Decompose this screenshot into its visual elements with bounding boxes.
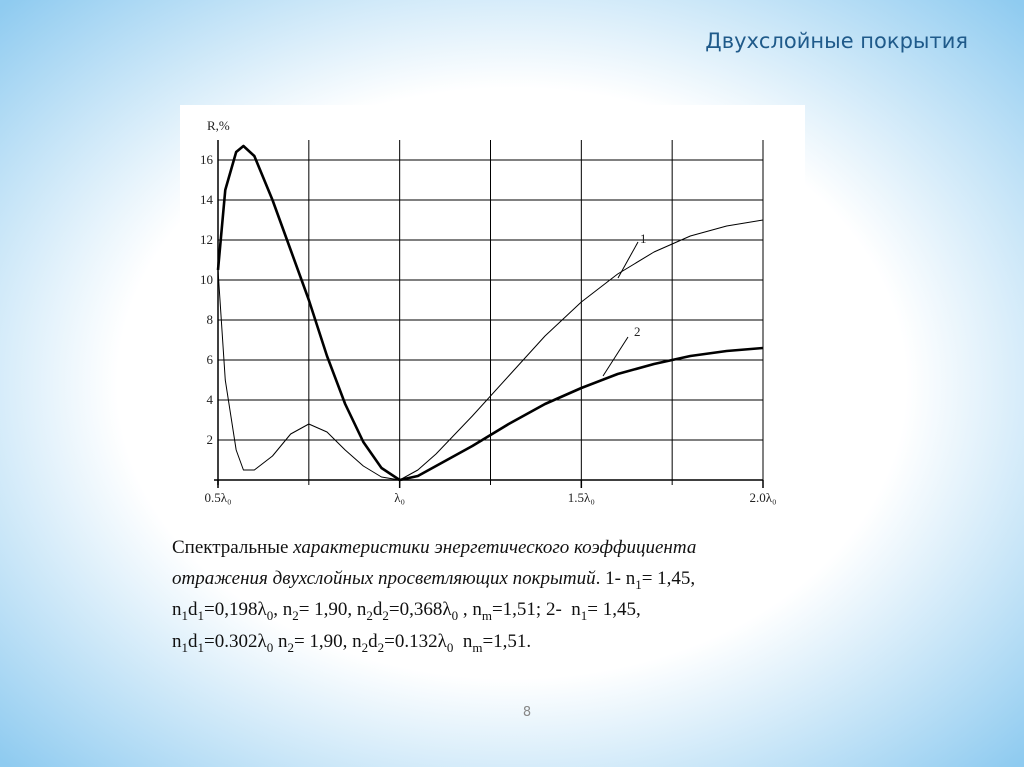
caption-run: =0,198λ [204,599,267,620]
series-line [216,144,764,482]
caption-run: = 1,45, [587,599,640,620]
caption-run: 1 [635,577,642,592]
caption-line: n1d1=0,198λ0, n2= 1,90, n2d2=0,368λ0 , n… [172,599,641,623]
caption-run: . 1- n [596,568,636,589]
caption-run: 2 [287,640,294,655]
slide-title: Двухслойные покрытия [705,29,968,53]
leader-line [617,241,639,279]
y-tick-label: 16 [200,152,214,167]
caption-run: m [482,608,492,623]
caption-run: n [172,599,182,620]
series-label: 1 [640,231,647,246]
x-tick-label: 0.5λ₀ [204,490,231,505]
caption-run: 2 [366,608,373,623]
caption-run: 2 [362,640,369,655]
caption-line: n1d1=0.302λ0 n2= 1,90, n2d2=0.132λ0 nm=1… [172,631,531,655]
y-tick-label: 8 [207,312,214,327]
caption-run: 1 [198,608,205,623]
caption-run: =1,51. [482,631,531,652]
caption-run: 0 [452,608,459,623]
caption-run: n [453,631,473,652]
caption-line: Спектральные характеристики энергетическ… [172,537,696,558]
caption-run: = 1,45, [642,568,695,589]
caption-run: =0.132λ [384,631,447,652]
leader-line [602,336,629,377]
caption-line: отражения двухслойных просветляющих покр… [172,568,695,592]
caption-run: Спектральные [172,537,293,558]
caption-run: n [273,631,288,652]
caption-run: = 1,90, n [299,599,367,620]
caption-run: , n [273,599,293,620]
caption-run: , n [458,599,482,620]
caption-run: 2 [382,608,389,623]
caption-run: =1,51; 2- n [492,599,581,620]
caption-run: 0 [267,640,274,655]
series-label: 2 [634,324,641,339]
caption-run: n [172,631,182,652]
y-tick-label: 4 [207,392,214,407]
caption-run: 1 [198,640,205,655]
caption-run: характеристики энергетического коэффицие… [292,537,696,558]
caption-run: =0,368λ [389,599,452,620]
series-line [217,219,764,481]
caption-run: 1 [182,640,189,655]
caption-run: m [472,640,482,655]
y-tick-label: 2 [207,432,214,447]
page-number: 8 [523,705,531,720]
chart-panel [180,105,805,522]
x-tick-label: λ₀ [394,490,405,505]
x-tick-label: 2.0λ₀ [749,490,776,505]
y-tick-label: 6 [207,352,214,367]
y-tick-label: 12 [200,232,213,247]
caption-run: 0 [447,640,454,655]
y-tick-label: 14 [200,192,214,207]
caption-run: d [368,631,378,652]
caption-run: 2 [292,608,299,623]
x-tick-label: 1.5λ₀ [568,490,595,505]
caption-run: отражения двухслойных просветляющих покр… [172,568,596,589]
caption-run: d [188,599,198,620]
y-axis-label: R,% [207,118,230,133]
caption-run: 1 [182,608,189,623]
caption-run: =0.302λ [204,631,267,652]
caption-run: 2 [378,640,385,655]
caption-run: d [373,599,383,620]
caption-run: 0 [267,608,274,623]
caption: Спектральные характеристики энергетическ… [172,537,696,655]
caption-run: = 1,90, n [294,631,362,652]
caption-run: 1 [581,608,588,623]
y-tick-label: 10 [200,272,213,287]
caption-run: d [188,631,198,652]
